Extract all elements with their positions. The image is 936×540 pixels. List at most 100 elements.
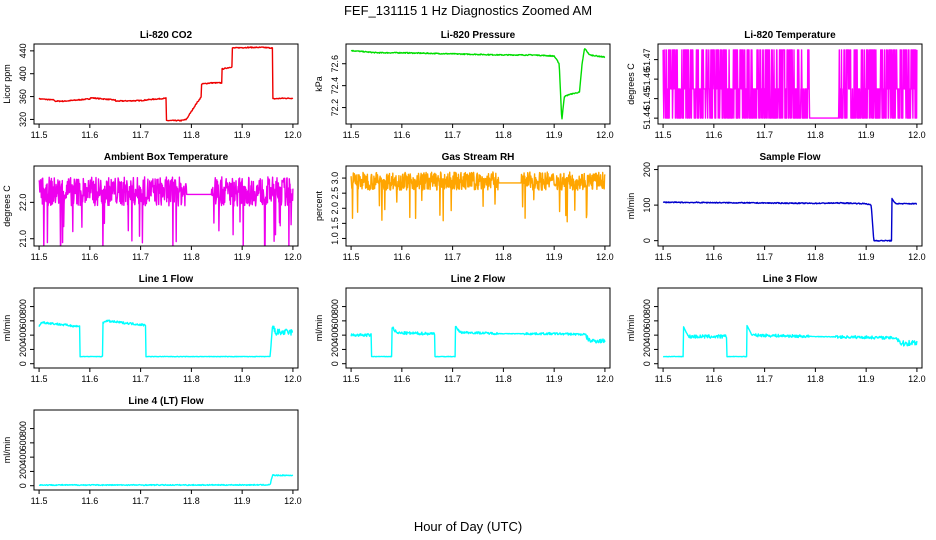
y-tick-label: 200: [642, 162, 652, 177]
x-tick-label: 11.5: [343, 130, 360, 140]
x-tick-label: 11.8: [495, 374, 512, 384]
chart-line2: Line 2 Flow ml/min 11.5 11.6 11.7 11.8 11.9 12.…: [314, 274, 614, 384]
x-tick-label: 11.9: [234, 496, 251, 506]
x-tick-label: 11.9: [234, 252, 251, 262]
chart-title: Sample Flow: [759, 152, 820, 163]
x-tick-label: 11.7: [132, 496, 149, 506]
series-line: [350, 48, 606, 120]
x-tick-label: 11.7: [444, 252, 461, 262]
y-tick-label: 800: [18, 421, 28, 436]
y-tick-label: 1.0: [330, 232, 340, 245]
y-tick-label: 2.5: [330, 187, 340, 200]
plot-frame: [345, 165, 611, 247]
x-tick-label: 12.0: [908, 374, 926, 384]
y-tick-label: 3.0: [330, 172, 340, 185]
y-tick-label: 2.0: [330, 202, 340, 215]
x-tick-label: 11.8: [807, 374, 824, 384]
figure-title: FEF_131115 1 Hz Diagnostics Zoomed AM: [344, 3, 592, 18]
x-tick-label: 12.0: [284, 374, 302, 384]
chart-rh: Gas Stream RH percent 11.5 11.6 11.7 11.8 11.9…: [314, 152, 614, 262]
chart-title: Li-820 Temperature: [744, 30, 836, 41]
x-tick-label: 11.6: [81, 496, 98, 506]
chart-ambient: Ambient Box Temperature degrees C 11.5 11.6…: [2, 152, 302, 262]
y-tick-label: 400: [642, 328, 652, 343]
x-tick-label: 11.8: [495, 252, 512, 262]
plot-frame: [657, 165, 923, 247]
x-tick-label: 11.8: [807, 252, 824, 262]
x-tick-label: 11.5: [31, 130, 48, 140]
y-tick-label: 21.0: [18, 230, 28, 248]
chart-title: Li-820 CO2: [140, 30, 193, 41]
series-line: [38, 474, 294, 487]
x-tick-label: 12.0: [908, 130, 926, 140]
x-tick-label: 11.8: [183, 252, 200, 262]
x-tick-label: 11.5: [31, 374, 48, 384]
series-line: [350, 171, 606, 223]
y-tick-label: 200: [642, 342, 652, 357]
y-tick-label: 0: [330, 361, 340, 366]
y-axis-label: percent: [314, 190, 324, 221]
x-tick-label: 11.5: [343, 252, 360, 262]
plot-frame: [33, 409, 299, 491]
plot-frame: [345, 43, 611, 125]
y-tick-label: 0: [642, 361, 652, 366]
y-axis-label: kPa: [314, 76, 324, 92]
y-tick-label: 200: [330, 342, 340, 357]
y-axis-label: degrees C: [2, 185, 12, 227]
series-line: [38, 176, 294, 246]
chart-title: Line 4 (LT) Flow: [128, 396, 204, 407]
x-tick-label: 11.5: [655, 130, 672, 140]
y-axis-label: ml/min: [626, 193, 636, 220]
chart-pressure: Li-820 Pressure kPa 11.5 11.6 11.7 11.8 11.9 12…: [314, 30, 614, 140]
series-line: [38, 319, 294, 358]
y-axis-label: ml/min: [626, 315, 636, 342]
x-tick-label: 11.6: [393, 374, 410, 384]
chart-title: Ambient Box Temperature: [104, 152, 229, 163]
chart-temperature: Li-820 Temperature degrees C 11.5 11.6 11.7 1…: [626, 30, 926, 140]
plot-frame: [33, 165, 299, 247]
chart-panels: Li-820 CO2 Licor ppm 11.5 11.6 11.7 11.8 11.9 1…: [2, 30, 926, 506]
y-tick-label: 51.47: [642, 48, 652, 71]
x-tick-label: 11.6: [393, 252, 410, 262]
x-tick-label: 11.6: [393, 130, 410, 140]
x-tick-label: 12.0: [284, 252, 302, 262]
y-tick-label: 200: [18, 464, 28, 479]
plot-frame: [657, 287, 923, 369]
x-tick-label: 11.7: [132, 374, 149, 384]
chart-line1: Line 1 Flow ml/min 11.5 11.6 11.7 11.8 11.9 12.…: [2, 274, 302, 384]
y-tick-label: 0: [18, 483, 28, 488]
x-tick-label: 11.5: [343, 374, 360, 384]
x-tick-label: 11.7: [756, 374, 773, 384]
x-tick-label: 12.0: [908, 252, 926, 262]
chart-title: Line 2 Flow: [451, 274, 506, 285]
y-tick-label: 51.44: [642, 107, 652, 130]
x-tick-label: 11.5: [31, 252, 48, 262]
chart-title: Li-820 Pressure: [441, 30, 516, 41]
x-tick-label: 11.6: [705, 374, 722, 384]
x-tick-label: 11.8: [183, 130, 200, 140]
y-tick-label: 600: [642, 313, 652, 328]
x-tick-label: 11.5: [31, 496, 48, 506]
y-tick-label: 400: [18, 450, 28, 465]
y-axis-label: degrees C: [626, 63, 636, 105]
y-tick-label: 1.5: [330, 217, 340, 230]
x-tick-label: 12.0: [284, 130, 302, 140]
x-tick-label: 11.7: [132, 130, 149, 140]
x-tick-label: 11.9: [234, 374, 251, 384]
chart-line4: Line 4 (LT) Flow ml/min 11.5 11.6 11.7 11.8 11…: [2, 396, 302, 506]
y-tick-label: 200: [18, 342, 28, 357]
chart-title: Line 1 Flow: [139, 274, 194, 285]
x-tick-label: 11.7: [132, 252, 149, 262]
x-tick-label: 11.5: [655, 374, 672, 384]
x-tick-label: 11.5: [655, 252, 672, 262]
plot-frame: [33, 43, 299, 125]
x-tick-label: 12.0: [284, 496, 302, 506]
x-tick-label: 11.8: [807, 130, 824, 140]
x-tick-label: 11.6: [81, 374, 98, 384]
series-line: [662, 197, 918, 242]
y-tick-label: 600: [18, 313, 28, 328]
y-tick-label: 0: [18, 361, 28, 366]
x-tick-label: 11.9: [858, 374, 875, 384]
x-tick-label: 11.9: [546, 252, 563, 262]
